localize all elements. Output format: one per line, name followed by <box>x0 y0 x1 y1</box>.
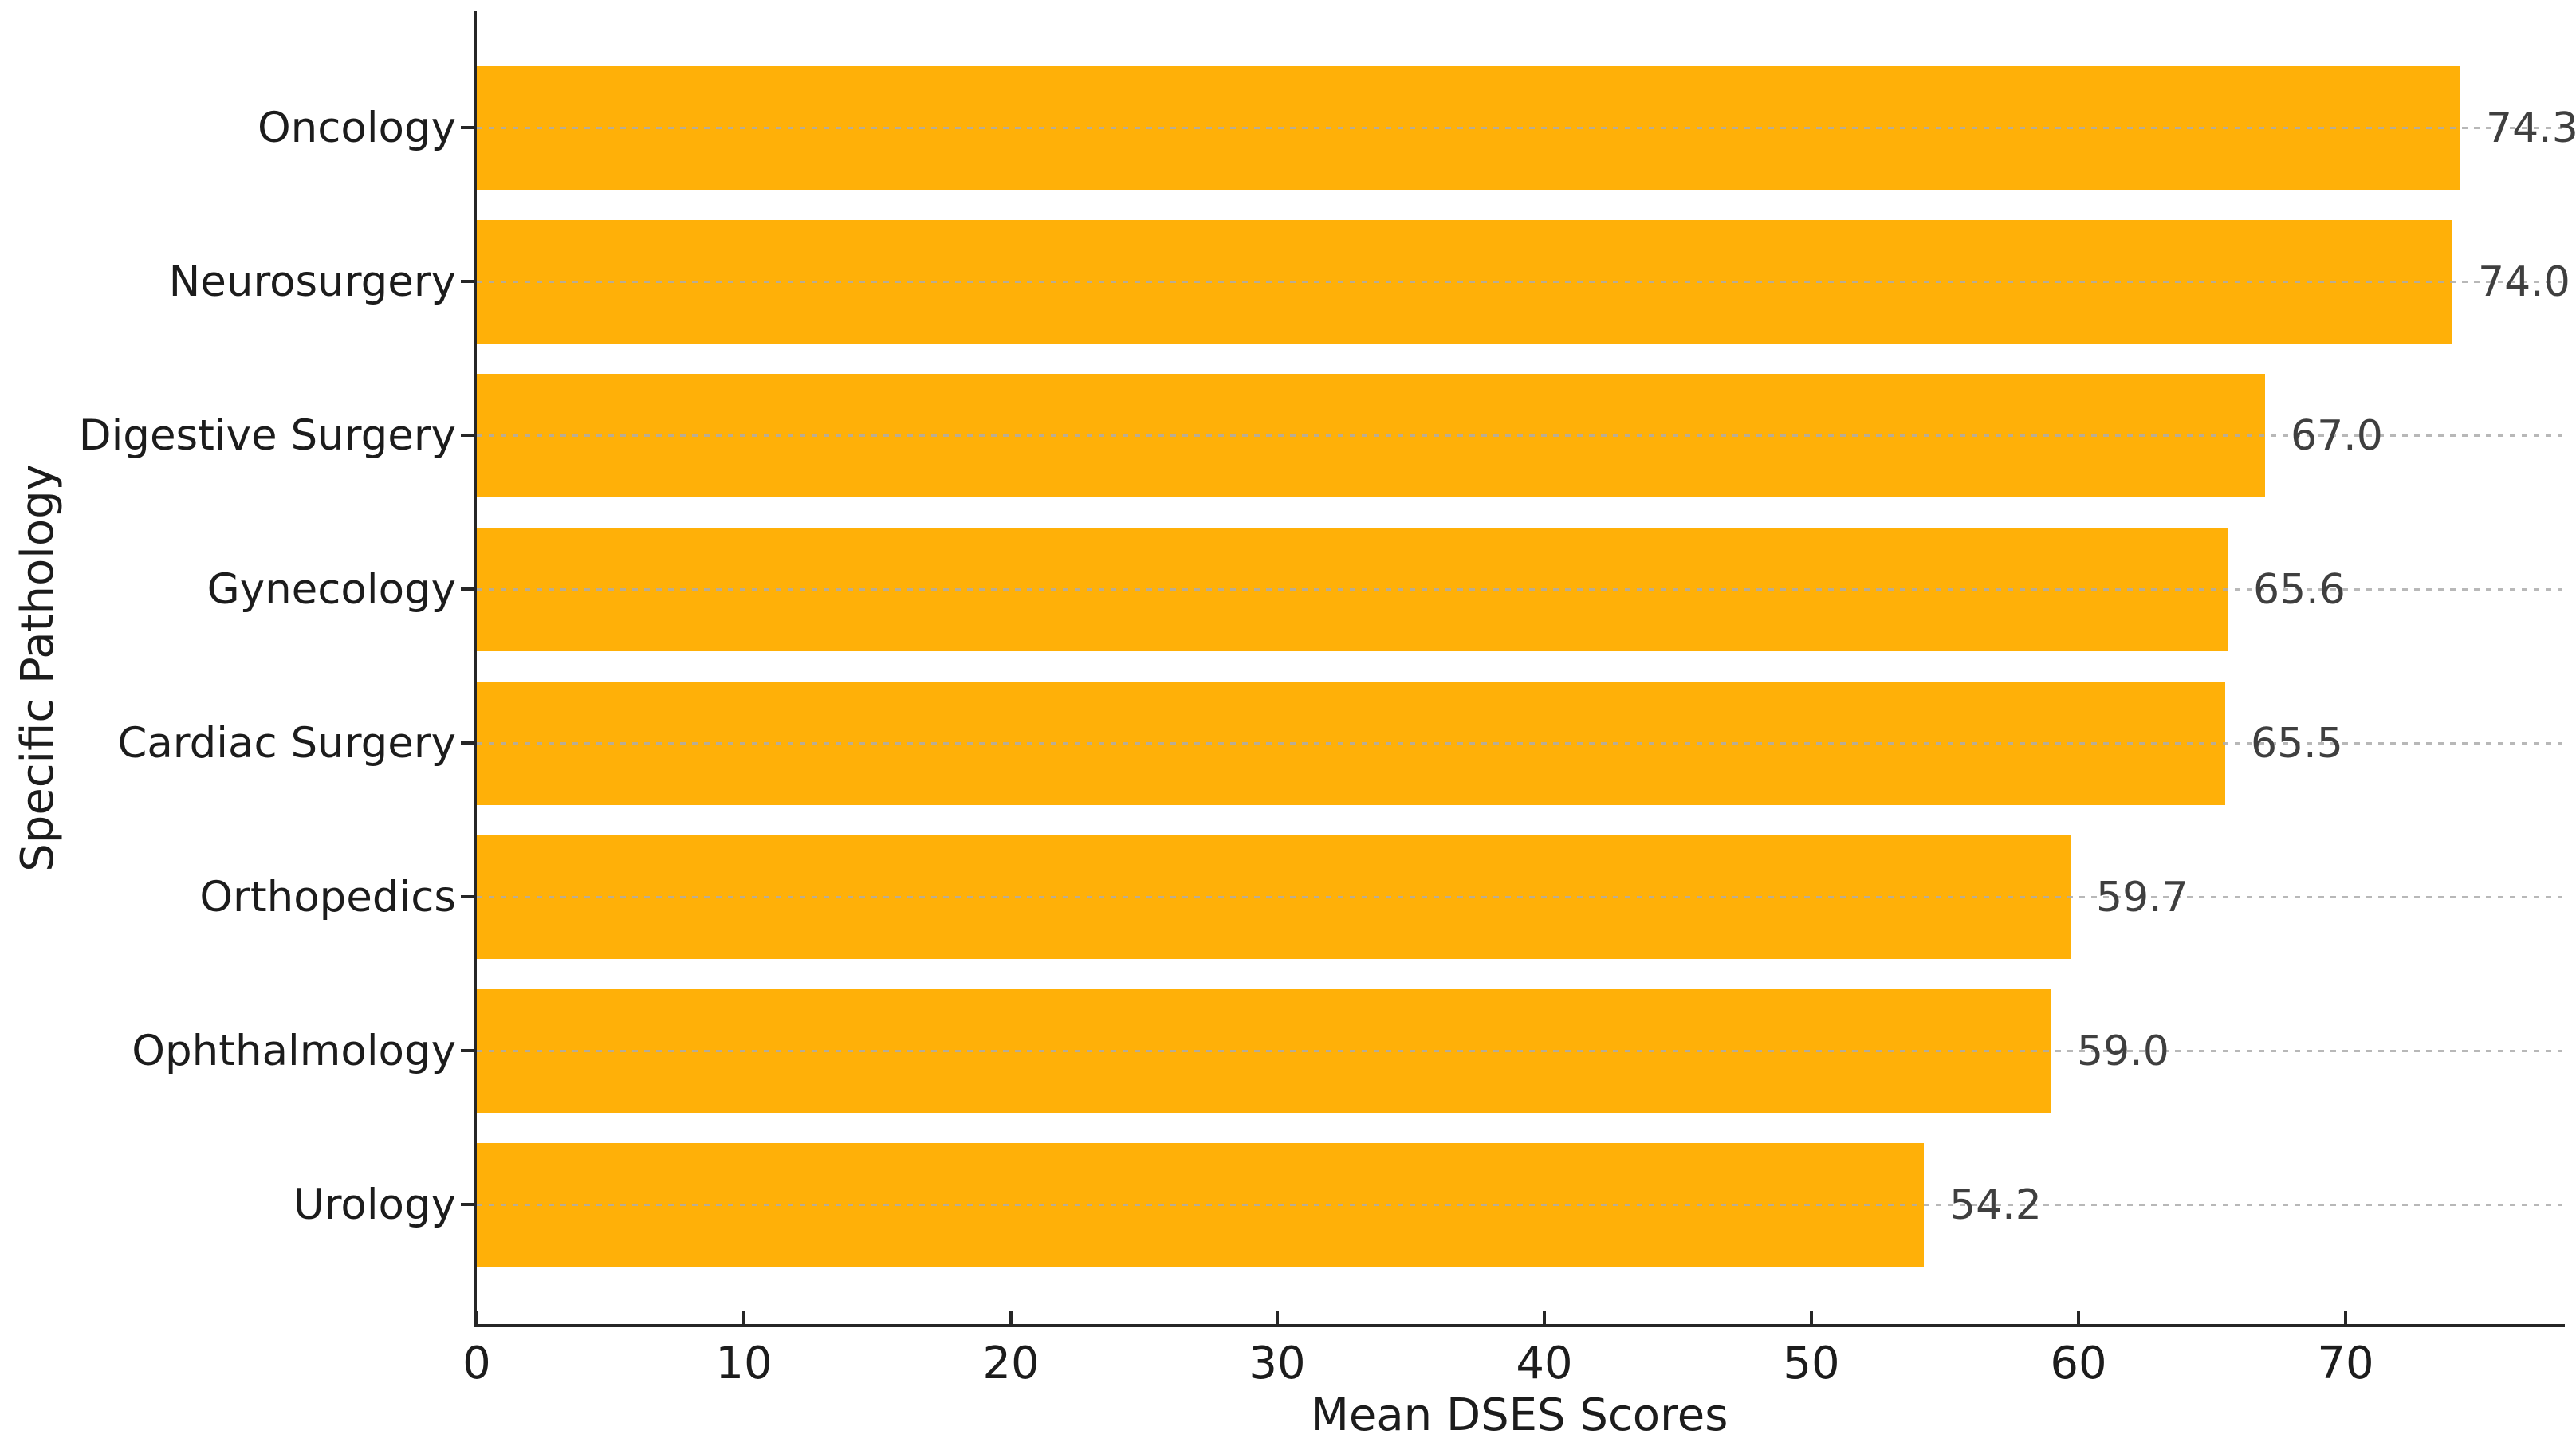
x-tick-label: 60 <box>2050 1338 2107 1389</box>
x-tick-mark <box>1009 1311 1013 1324</box>
value-label: 59.7 <box>2096 874 2189 921</box>
category-label: Cardiac Surgery <box>117 719 456 768</box>
y-tick-mark <box>461 895 474 898</box>
gridline <box>477 127 2562 129</box>
category-label: Gynecology <box>206 565 456 614</box>
x-axis-spine <box>474 1324 2565 1327</box>
y-tick-mark <box>461 741 474 745</box>
x-tick-mark <box>2077 1311 2080 1324</box>
x-tick-label: 50 <box>1783 1338 1840 1389</box>
gridline <box>477 742 2562 745</box>
x-tick-mark <box>1543 1311 1546 1324</box>
category-label: Urology <box>293 1181 456 1229</box>
x-tick-label: 70 <box>2317 1338 2374 1389</box>
category-label: Orthopedics <box>199 873 456 921</box>
y-axis-spine <box>474 11 477 1327</box>
category-label: Digestive Surgery <box>78 411 456 460</box>
category-label: Neurosurgery <box>168 257 456 306</box>
x-tick-mark <box>742 1311 745 1324</box>
x-tick-label: 10 <box>715 1338 773 1389</box>
x-tick-mark <box>1810 1311 1813 1324</box>
y-tick-mark <box>461 1203 474 1206</box>
gridline <box>477 281 2562 283</box>
value-label: 54.2 <box>1949 1181 2042 1229</box>
plot-area: 74.3 74.0 67.0 65.6 65.5 59.7 59.0 54.2 <box>461 11 2576 1324</box>
value-label: 74.0 <box>2478 258 2570 306</box>
value-label: 74.3 <box>2486 104 2576 152</box>
x-tick-mark <box>2344 1311 2347 1324</box>
gridline <box>477 1050 2562 1052</box>
y-tick-mark <box>461 1049 474 1052</box>
y-axis-title: Specific Pathology <box>12 463 64 872</box>
value-label: 65.6 <box>2253 566 2346 614</box>
y-tick-mark <box>461 587 474 591</box>
value-label: 59.0 <box>2077 1028 2169 1075</box>
y-tick-mark <box>461 280 474 283</box>
category-label: Ophthalmology <box>132 1027 456 1075</box>
x-tick-label: 0 <box>462 1338 491 1389</box>
x-tick-mark <box>1276 1311 1279 1324</box>
gridline <box>477 588 2562 591</box>
value-label: 67.0 <box>2291 412 2383 460</box>
x-tick-label: 40 <box>1516 1338 1573 1389</box>
gridline <box>477 896 2562 898</box>
y-tick-mark <box>461 126 474 129</box>
x-tick-label: 20 <box>982 1338 1040 1389</box>
y-tick-mark <box>461 434 474 437</box>
gridline <box>477 1204 2562 1206</box>
value-label: 65.5 <box>2251 720 2343 768</box>
x-tick-mark <box>475 1311 478 1324</box>
x-tick-label: 30 <box>1249 1338 1306 1389</box>
category-label: Oncology <box>257 104 456 152</box>
x-axis-title: Mean DSES Scores <box>1310 1389 1728 1441</box>
gridline <box>477 434 2562 437</box>
